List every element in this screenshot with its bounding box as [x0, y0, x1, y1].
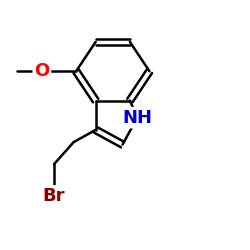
Text: NH: NH	[122, 109, 152, 127]
Text: O: O	[34, 62, 50, 80]
Text: Br: Br	[43, 187, 65, 205]
